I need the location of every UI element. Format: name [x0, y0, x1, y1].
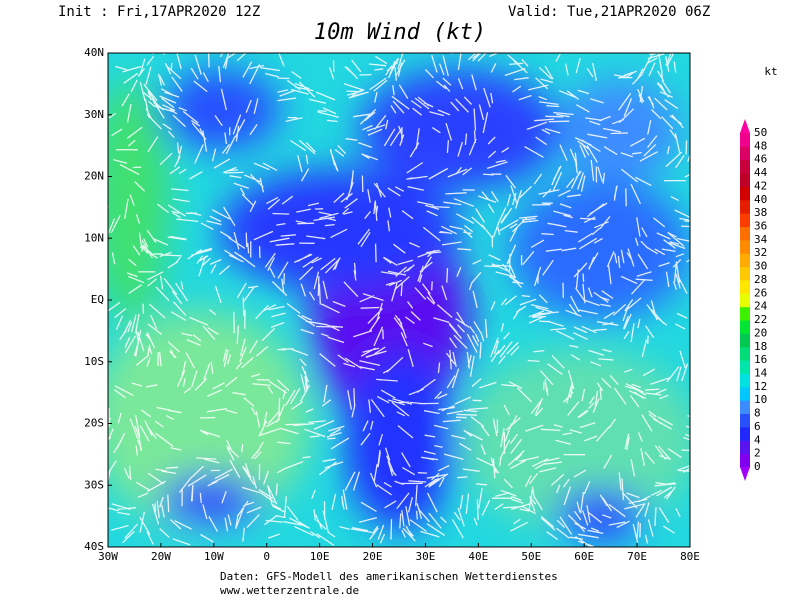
colorbar-label: 8: [754, 407, 761, 420]
colorbar-label: 34: [754, 233, 768, 246]
colorbar-label: 6: [754, 420, 761, 433]
colorbar-high-end: [740, 119, 750, 133]
colorbar-segment: [740, 400, 750, 415]
lat-tick-label: 20N: [84, 170, 104, 183]
colorbar-segment: [740, 173, 750, 187]
lat-tick-label: EQ: [91, 293, 104, 306]
colorbar-segment: [740, 133, 750, 147]
colorbar-segment: [740, 239, 750, 254]
colorbar-segment: [740, 186, 750, 201]
wind-streaks: [108, 53, 690, 547]
colorbar-segment: [740, 306, 750, 321]
colorbar-label: 50: [754, 126, 767, 139]
colorbar-segment: [740, 279, 750, 294]
init-time: Init : Fri,17APR2020 12Z: [58, 4, 260, 20]
lon-tick-label: 20W: [151, 550, 171, 563]
colorbar-label: 12: [754, 380, 767, 393]
colorbar-segment: [740, 199, 750, 214]
colorbar-segment: [740, 320, 750, 334]
colorbar-label: 36: [754, 220, 767, 233]
data-source: Daten: GFS-Modell des amerikanischen Wet…: [220, 570, 558, 583]
lat-tick-label: 40S: [84, 540, 104, 553]
colorbar-segment: [740, 453, 750, 468]
colorbar-label: 10: [754, 393, 767, 406]
map-title: 10m Wind (kt): [314, 20, 486, 45]
colorbar-unit: kt: [764, 65, 777, 78]
colorbar-label: 24: [754, 300, 768, 313]
colorbar-label: 40: [754, 193, 767, 206]
lat-tick-label: 30N: [84, 108, 104, 121]
colorbar-label: 28: [754, 273, 767, 286]
colorbar-segment: [740, 266, 750, 281]
lat-tick-label: 10S: [84, 355, 104, 368]
lat-tick-label: 20S: [84, 417, 104, 430]
colorbar-label: 14: [754, 366, 768, 379]
colorbar-segment: [740, 386, 750, 401]
colorbar-segment: [740, 226, 750, 241]
colorbar-segment: [740, 333, 750, 348]
lon-tick-label: 10W: [204, 550, 224, 563]
colorbar-label: 30: [754, 260, 767, 273]
lat-tick-label: 30S: [84, 478, 104, 491]
colorbar-label: 0: [754, 460, 761, 473]
colorbar-label: 32: [754, 246, 767, 259]
colorbar-low-end: [740, 467, 750, 481]
lon-tick-label: 60E: [574, 550, 594, 563]
colorbar-label: 2: [754, 447, 761, 460]
colorbar-label: 46: [754, 153, 767, 166]
colorbar-segment: [740, 159, 750, 174]
website: www.wetterzentrale.de: [220, 584, 359, 597]
lon-tick-label: 30W: [98, 550, 118, 563]
colorbar-segment: [740, 440, 750, 455]
colorbar-segment: [740, 146, 750, 161]
lon-tick-label: 70E: [627, 550, 647, 563]
colorbar-segment: [740, 360, 750, 374]
colorbar-label: 42: [754, 179, 767, 192]
colorbar-label: 22: [754, 313, 767, 326]
colorbar-segment: [740, 346, 750, 361]
colorbar-label: 18: [754, 340, 767, 353]
lon-tick-label: 40E: [468, 550, 488, 563]
valid-time: Valid: Tue,21APR2020 06Z: [508, 4, 710, 20]
colorbar-segment: [740, 426, 750, 441]
colorbar-label: 16: [754, 353, 767, 366]
colorbar-segment: [740, 213, 750, 228]
lon-tick-label: 20E: [363, 550, 383, 563]
colorbar-segment: [740, 413, 750, 428]
lon-tick-label: 80E: [680, 550, 700, 563]
colorbar-segment: [740, 373, 750, 388]
lon-tick-label: 0: [263, 550, 270, 563]
lon-tick-label: 10E: [310, 550, 330, 563]
colorbar-label: 26: [754, 286, 767, 299]
colorbar-label: 4: [754, 433, 761, 446]
colorbar-segment: [740, 293, 750, 308]
colorbar-label: 38: [754, 206, 767, 219]
lat-tick-label: 10N: [84, 231, 104, 244]
colorbar-label: 48: [754, 139, 767, 152]
lon-tick-label: 30E: [416, 550, 436, 563]
colorbar-label: 44: [754, 166, 768, 179]
colorbar-segment: [740, 253, 750, 268]
lon-tick-label: 50E: [521, 550, 541, 563]
wind-field: [108, 53, 690, 547]
lat-tick-label: 40N: [84, 46, 104, 59]
colorbar-label: 20: [754, 326, 767, 339]
